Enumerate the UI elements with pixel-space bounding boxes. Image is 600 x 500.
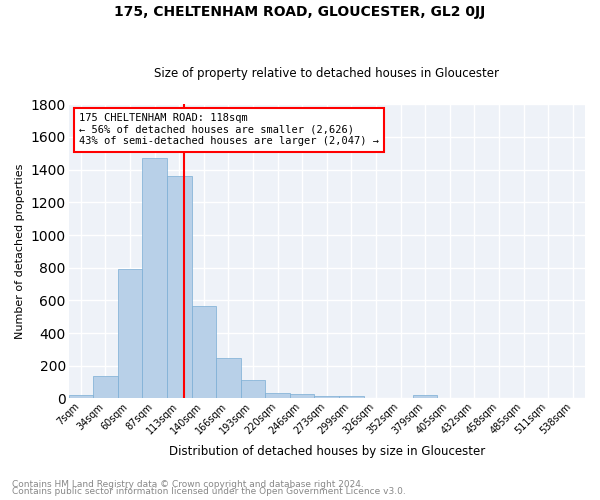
Bar [265, 393, 290, 398]
Bar [167, 176, 191, 398]
Y-axis label: Number of detached properties: Number of detached properties [15, 164, 25, 339]
X-axis label: Distribution of detached houses by size in Gloucester: Distribution of detached houses by size … [169, 444, 485, 458]
Bar [191, 306, 216, 398]
Bar [216, 358, 241, 399]
Text: Contains HM Land Registry data © Crown copyright and database right 2024.: Contains HM Land Registry data © Crown c… [12, 480, 364, 489]
Bar [339, 396, 364, 398]
Text: 175, CHELTENHAM ROAD, GLOUCESTER, GL2 0JJ: 175, CHELTENHAM ROAD, GLOUCESTER, GL2 0J… [115, 5, 485, 19]
Bar [142, 158, 167, 398]
Bar [314, 396, 339, 398]
Text: 175 CHELTENHAM ROAD: 118sqm
← 56% of detached houses are smaller (2,626)
43% of : 175 CHELTENHAM ROAD: 118sqm ← 56% of det… [79, 113, 379, 146]
Text: Contains public sector information licensed under the Open Government Licence v3: Contains public sector information licen… [12, 487, 406, 496]
Bar [68, 395, 93, 398]
Bar [413, 395, 437, 398]
Bar [241, 380, 265, 398]
Title: Size of property relative to detached houses in Gloucester: Size of property relative to detached ho… [154, 66, 499, 80]
Bar [118, 270, 142, 398]
Bar [290, 394, 314, 398]
Bar [93, 376, 118, 398]
